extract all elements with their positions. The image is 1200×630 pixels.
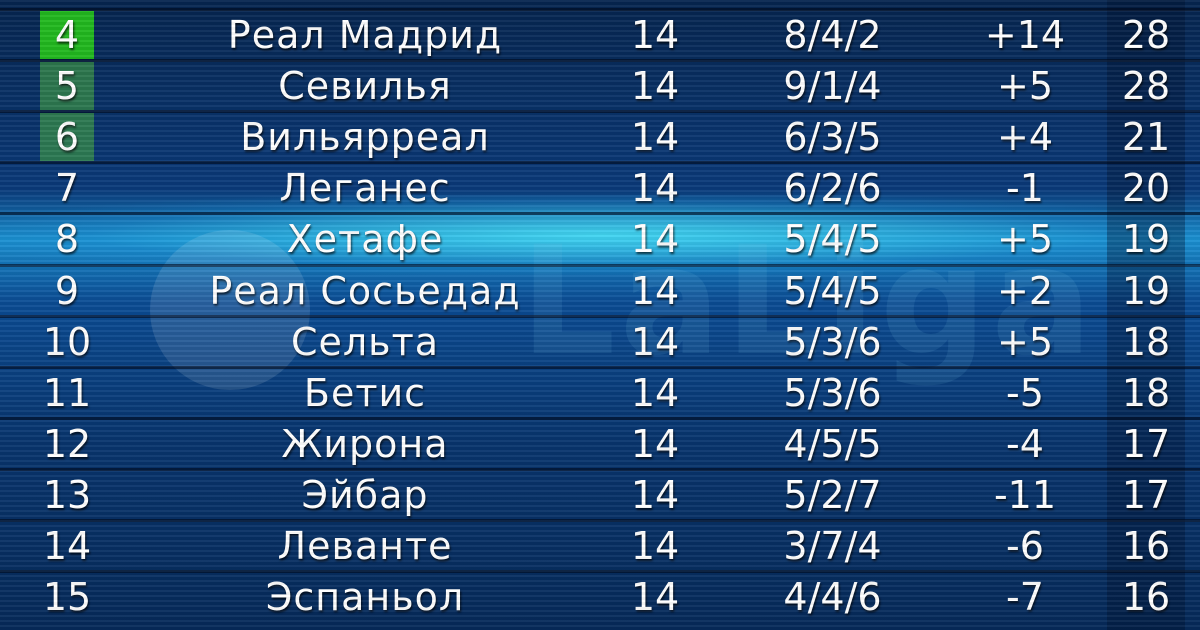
table-row: 5 Севилья 14 9/1/4 +5 28 — [0, 59, 1200, 111]
win-draw-loss: 4/4/6 — [783, 575, 882, 620]
win-draw-loss: 5/2/7 — [783, 472, 882, 517]
laliga-watermark: LaLiga — [520, 215, 1097, 389]
points: 16 — [1121, 575, 1171, 620]
games-played: 14 — [630, 421, 680, 466]
position-cell: 6 — [40, 113, 94, 162]
points: 20 — [1121, 166, 1171, 211]
table-row: 10 Сельта 14 5/3/6 +5 18 — [0, 314, 1200, 366]
table-row: 7 Леганес 14 6/2/6 -1 20 — [0, 161, 1200, 212]
highlight-glow — [0, 195, 1200, 275]
goal-difference: +2 — [996, 268, 1054, 313]
games-played: 14 — [630, 370, 680, 415]
team-name: Эспаньол — [265, 575, 465, 620]
points: 16 — [1121, 524, 1171, 568]
position-cell: 15 — [42, 575, 92, 620]
win-draw-loss: 8/4/2 — [783, 13, 882, 57]
win-draw-loss: 9/1/4 — [783, 64, 882, 109]
table-row: 8 Хетафе 14 5/4/5 +5 19 — [0, 212, 1200, 263]
games-played: 14 — [630, 13, 680, 57]
win-draw-loss: 5/4/5 — [783, 217, 882, 262]
win-draw-loss: 5/4/5 — [783, 268, 882, 313]
games-played: 14 — [630, 115, 680, 160]
position-cell: 8 — [54, 217, 80, 262]
position-cell: 7 — [54, 166, 80, 211]
win-draw-loss: 5/3/6 — [783, 370, 882, 415]
games-played: 14 — [630, 166, 680, 211]
team-name: Сельта — [290, 319, 440, 364]
games-played: 14 — [630, 268, 680, 313]
table-row: 13 Эйбар 14 5/2/7 -11 17 — [0, 467, 1200, 519]
goal-difference: -6 — [1006, 524, 1044, 568]
win-draw-loss: 4/5/5 — [783, 421, 882, 466]
table-row: 15 Эспаньол 14 4/4/6 -7 16 — [0, 570, 1200, 621]
points: 28 — [1121, 13, 1171, 57]
games-played: 14 — [630, 575, 680, 620]
team-name: Жирона — [281, 421, 449, 466]
table-row: 4 Реал Мадрид 14 8/4/2 +14 28 — [0, 8, 1200, 59]
team-name: Бетис — [303, 370, 427, 415]
goal-difference: -1 — [1006, 166, 1044, 211]
points: 17 — [1121, 421, 1171, 466]
goal-difference: -11 — [993, 472, 1057, 517]
position-cell: 4 — [40, 11, 94, 59]
team-name: Хетафе — [286, 217, 444, 262]
position-cell: 12 — [42, 421, 92, 466]
win-draw-loss: 3/7/4 — [783, 524, 882, 568]
win-draw-loss: 5/3/6 — [783, 319, 882, 364]
goal-difference: +5 — [996, 217, 1054, 262]
position-cell: 9 — [54, 268, 80, 313]
goal-difference: -7 — [1006, 575, 1044, 620]
points: 21 — [1121, 115, 1171, 160]
table-row: 6 Вильярреал 14 6/3/5 +4 21 — [0, 110, 1200, 162]
team-name: Эйбар — [301, 472, 429, 517]
position-cell: 5 — [40, 62, 94, 111]
games-played: 14 — [630, 319, 680, 364]
points: 17 — [1121, 472, 1171, 517]
goal-difference: -4 — [1006, 421, 1044, 466]
points: 18 — [1121, 319, 1171, 364]
games-played: 14 — [630, 64, 680, 109]
points: 19 — [1121, 268, 1171, 313]
games-played: 14 — [630, 472, 680, 517]
team-name: Леганес — [279, 166, 451, 211]
goal-difference: +14 — [984, 13, 1066, 57]
team-name: Реал Сосьедад — [209, 268, 521, 313]
points: 28 — [1121, 64, 1171, 109]
position-cell: 11 — [42, 370, 92, 415]
points: 18 — [1121, 370, 1171, 415]
position-cell: 14 — [42, 524, 92, 568]
laliga-ball-logo — [150, 230, 310, 390]
position-cell: 13 — [42, 472, 92, 517]
games-played: 14 — [630, 217, 680, 262]
team-name: Севилья — [278, 64, 452, 109]
goal-difference: +5 — [996, 64, 1054, 109]
position-cell: 10 — [42, 319, 92, 364]
table-row: 12 Жирона 14 4/5/5 -4 17 — [0, 416, 1200, 468]
team-name: Вильярреал — [240, 115, 490, 160]
win-draw-loss: 6/2/6 — [783, 166, 882, 211]
win-draw-loss: 6/3/5 — [783, 115, 882, 160]
goal-difference: -5 — [1006, 370, 1044, 415]
points: 19 — [1121, 217, 1171, 262]
goal-difference: +5 — [996, 319, 1054, 364]
team-name: Леванте — [277, 524, 453, 568]
table-row: 11 Бетис 14 5/3/6 -5 18 — [0, 365, 1200, 417]
goal-difference: +4 — [996, 115, 1054, 160]
table-row: 9 Реал Сосьедад 14 5/4/5 +2 19 — [0, 263, 1200, 315]
table-row: 14 Леванте 14 3/7/4 -6 16 — [0, 519, 1200, 570]
team-name: Реал Мадрид — [227, 13, 503, 57]
games-played: 14 — [630, 524, 680, 568]
